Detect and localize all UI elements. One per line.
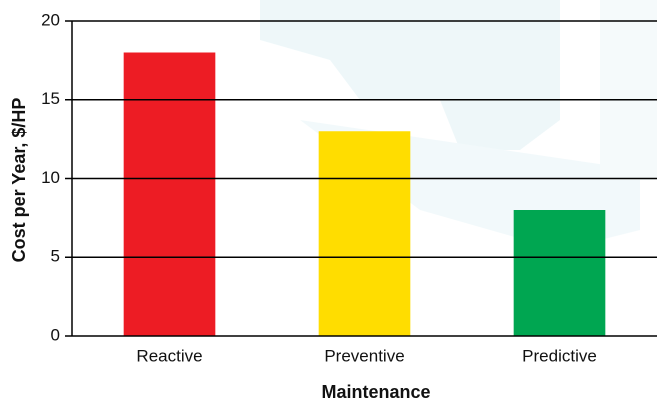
x-tick-label: Reactive: [136, 346, 202, 365]
x-tick-label: Preventive: [324, 346, 404, 365]
y-tick-label: 15: [41, 89, 60, 108]
bar: [318, 131, 411, 336]
y-tick-label: 5: [51, 247, 60, 266]
bar: [513, 210, 606, 336]
x-tick-label: Predictive: [522, 346, 597, 365]
y-axis-title: Cost per Year, $/HP: [9, 98, 29, 263]
y-tick-label: 0: [51, 325, 60, 344]
x-axis-title: Maintenance: [321, 382, 430, 402]
y-tick-label: 20: [41, 10, 60, 29]
bar: [123, 52, 216, 336]
y-tick-label: 10: [41, 168, 60, 187]
